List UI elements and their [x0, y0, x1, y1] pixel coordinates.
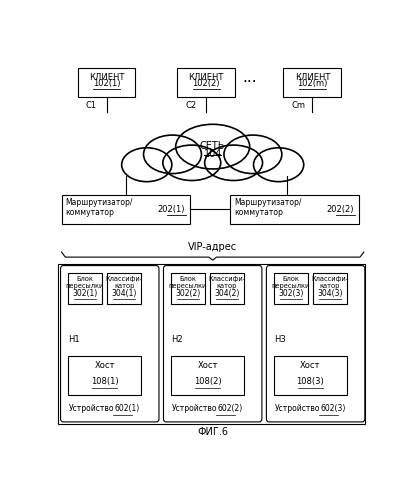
Text: Хост: Хост: [94, 361, 115, 370]
Text: 104: 104: [203, 148, 222, 158]
Text: 602(3): 602(3): [320, 404, 346, 413]
Ellipse shape: [254, 148, 304, 182]
Bar: [68, 356, 141, 395]
Text: 304(2): 304(2): [214, 288, 240, 298]
Bar: [107, 273, 141, 304]
Text: КЛИЕНТ: КЛИЕНТ: [188, 72, 224, 82]
Text: Классифи-
катор: Классифи- катор: [105, 276, 143, 289]
Text: Устройство: Устройство: [274, 404, 320, 413]
Text: 302(1): 302(1): [72, 288, 98, 298]
Ellipse shape: [224, 135, 282, 173]
Text: Блок
пересылки: Блок пересылки: [66, 276, 104, 289]
Bar: [68, 273, 102, 304]
Ellipse shape: [205, 145, 263, 180]
Text: Н3: Н3: [274, 335, 286, 344]
Text: Н2: Н2: [171, 335, 183, 344]
Text: ФИГ.6: ФИГ.6: [197, 428, 228, 438]
Text: 302(2): 302(2): [175, 288, 200, 298]
Bar: [58, 264, 366, 424]
Text: 102(m): 102(m): [297, 79, 327, 88]
Text: 108(3): 108(3): [297, 378, 325, 386]
Bar: [230, 195, 359, 224]
Text: КЛИЕНТ: КЛИЕНТ: [89, 72, 124, 82]
Bar: [171, 356, 244, 395]
Text: С1: С1: [85, 101, 97, 110]
Text: VIP-адрес: VIP-адрес: [188, 242, 237, 252]
Bar: [61, 195, 190, 224]
Text: СЕТЬ: СЕТЬ: [200, 141, 225, 151]
Text: Н1: Н1: [68, 335, 80, 344]
Ellipse shape: [163, 145, 221, 180]
Text: Хост: Хост: [197, 361, 218, 370]
Text: Классифи-
катор: Классифи- катор: [311, 276, 349, 289]
Bar: [210, 273, 244, 304]
Bar: [274, 356, 347, 395]
Text: 202(1): 202(1): [158, 204, 186, 214]
Text: Классифи-
катор: Классифи- катор: [208, 276, 246, 289]
Text: 108(2): 108(2): [194, 378, 221, 386]
Text: Cm: Cm: [291, 101, 305, 110]
Text: Устройство: Устройство: [68, 404, 114, 413]
Text: Блок
пересылки: Блок пересылки: [271, 276, 310, 289]
Bar: [283, 68, 341, 96]
Text: 304(3): 304(3): [317, 288, 343, 298]
Text: 304(1): 304(1): [111, 288, 137, 298]
Ellipse shape: [156, 156, 269, 181]
Text: КЛИЕНТ: КЛИЕНТ: [295, 72, 330, 82]
Text: Устройство: Устройство: [171, 404, 217, 413]
Bar: [274, 273, 308, 304]
FancyBboxPatch shape: [164, 266, 262, 422]
Text: 202(2): 202(2): [327, 204, 354, 214]
Text: 602(2): 602(2): [217, 404, 243, 413]
Text: 102(2): 102(2): [193, 79, 220, 88]
Text: Блок
пересылки: Блок пересылки: [168, 276, 207, 289]
Ellipse shape: [144, 135, 201, 173]
Text: 302(3): 302(3): [278, 288, 303, 298]
Text: 102(1): 102(1): [93, 79, 120, 88]
Text: 108(1): 108(1): [91, 378, 118, 386]
FancyBboxPatch shape: [266, 266, 365, 422]
Ellipse shape: [122, 148, 172, 182]
Text: Хост: Хост: [300, 361, 321, 370]
Text: С2: С2: [186, 101, 196, 110]
FancyBboxPatch shape: [61, 266, 159, 422]
Bar: [78, 68, 136, 96]
Bar: [177, 68, 235, 96]
Ellipse shape: [176, 124, 250, 169]
Bar: [313, 273, 347, 304]
Text: ···: ···: [242, 75, 257, 90]
Text: Маршрутизатор/
коммутатор: Маршрутизатор/ коммутатор: [66, 198, 133, 217]
Text: 602(1): 602(1): [115, 404, 140, 413]
Text: Маршрутизатор/
коммутатор: Маршрутизатор/ коммутатор: [234, 198, 302, 217]
Bar: [171, 273, 205, 304]
